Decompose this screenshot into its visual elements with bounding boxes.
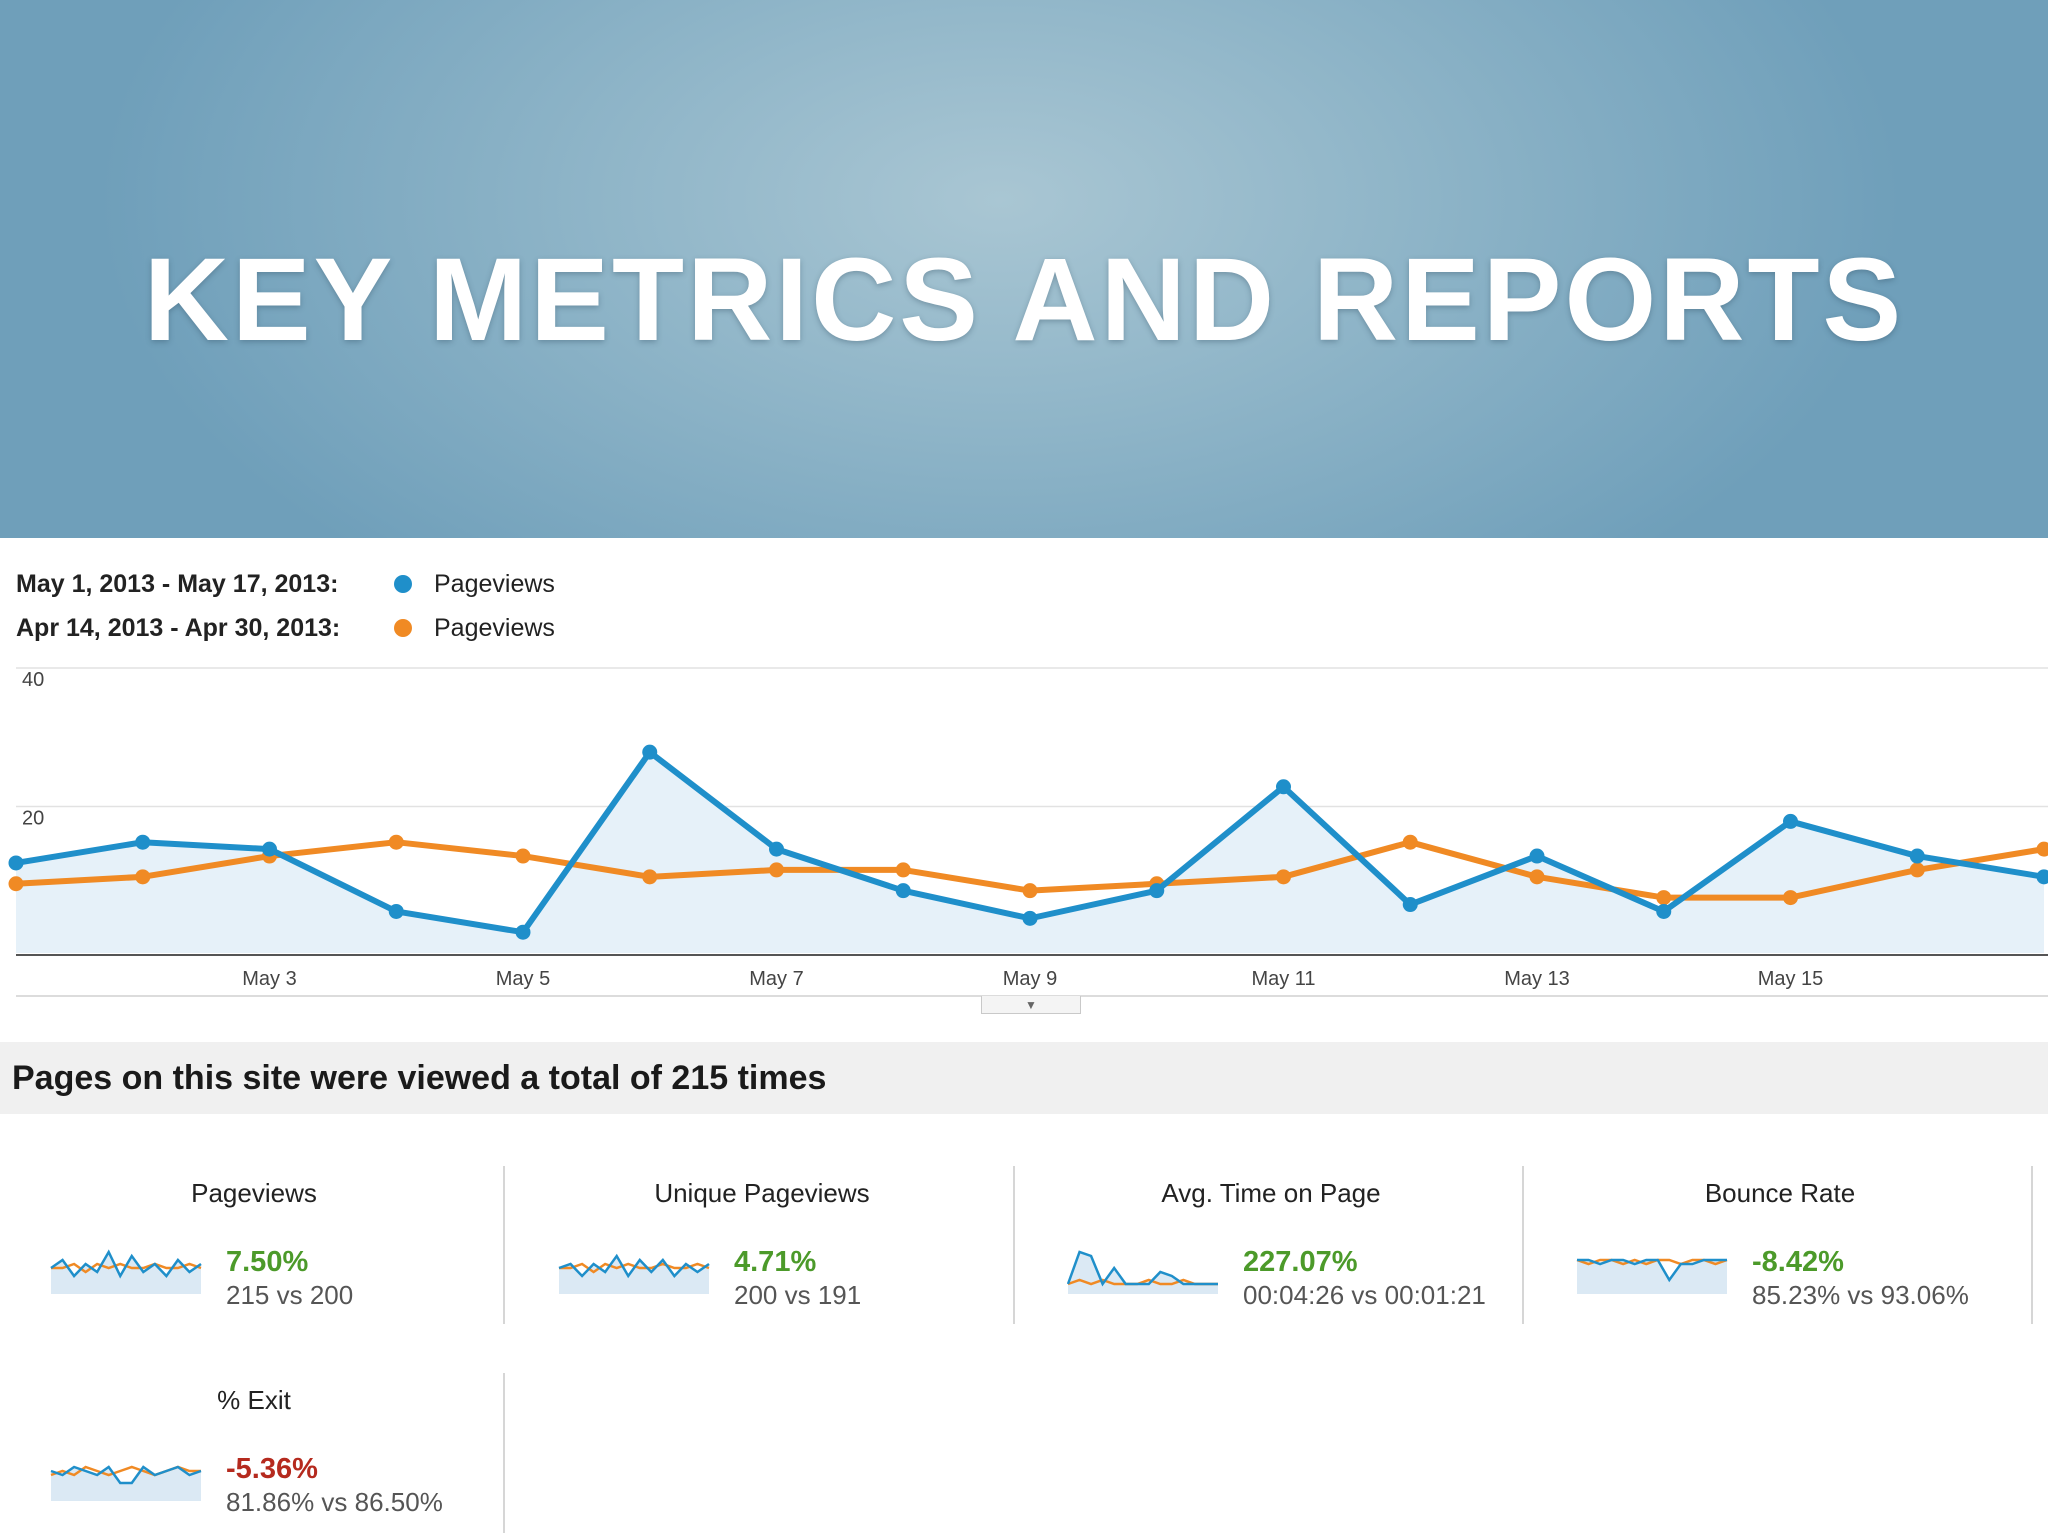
metric-tile[interactable]: Pageviews 7.50% 215 vs 200 (0, 1166, 508, 1326)
sparkline-current (50, 1249, 202, 1279)
data-point[interactable] (388, 834, 404, 850)
metric-change-percent: 4.71% (734, 1246, 817, 1278)
data-point[interactable] (515, 924, 531, 940)
data-point[interactable] (769, 841, 784, 857)
x-tick-label: May 11 (1251, 968, 1315, 990)
data-point[interactable] (642, 744, 658, 760)
metric-comparison: 81.86% vs 86.50% (226, 1487, 443, 1517)
metric-comparison: 85.23% vs 93.06% (1752, 1280, 1969, 1310)
data-point[interactable] (1909, 862, 1925, 878)
metric-title: Pageviews (191, 1178, 317, 1208)
metric-divider (1013, 1166, 1015, 1324)
data-point[interactable] (769, 862, 784, 878)
sparkline-chart (558, 1253, 710, 1294)
data-point[interactable] (1529, 869, 1545, 885)
metric-comparison: 200 vs 191 (734, 1280, 862, 1310)
sparkline-area (51, 1252, 201, 1294)
metric-tile[interactable]: Bounce Rate -8.42% 85.23% vs 93.06% (1526, 1166, 2034, 1326)
pageviews-chart[interactable]: 40 20 May 3 May 5 May 7 May 9 May 11 May 13 May … (0, 650, 2048, 1020)
metric-title: % Exit (217, 1385, 291, 1415)
data-point[interactable] (2036, 869, 2048, 885)
series-area-fill (16, 752, 2044, 953)
data-point[interactable] (262, 841, 277, 857)
x-tick-label: May 13 (1504, 968, 1570, 990)
legend-dot-orange-icon (394, 619, 412, 637)
sparkline-current (1577, 1258, 1727, 1283)
data-point[interactable] (1783, 813, 1798, 829)
data-point[interactable] (1276, 779, 1291, 795)
y-tick-label: 20 (22, 808, 44, 830)
y-tick-label: 40 (22, 669, 44, 691)
legend-dot-blue-icon (394, 575, 412, 593)
metric-comparison: 00:04:26 vs 00:01:21 (1243, 1280, 1486, 1310)
chevron-down-icon: ▼ (1025, 997, 1037, 1012)
pageviews-line-chart[interactable]: 40 20 May 3 May 5 May 7 May 9 May 11 May 13 May … (0, 650, 2048, 1020)
legend-row-previous[interactable]: Apr 14, 2013 - Apr 30, 2013: Pageviews (16, 606, 716, 650)
legend-row-current[interactable]: May 1, 2013 - May 17, 2013: Pageviews (16, 562, 716, 606)
sparkline-chart (1067, 1250, 1218, 1294)
sparkline-chart (1576, 1258, 1728, 1294)
sparkline-area (559, 1256, 709, 1294)
legend-date-range: Apr 14, 2013 - Apr 30, 2013: (16, 613, 341, 642)
x-tick-label: May 7 (749, 968, 803, 990)
metric-tile[interactable]: Unique Pageviews 4.71% 200 vs 191 (508, 1166, 1016, 1326)
legend-series-label: Pageviews (434, 613, 555, 642)
sparkline-area (1068, 1252, 1218, 1294)
metric-tile[interactable]: % Exit -5.36% 81.86% vs 86.50% (0, 1373, 508, 1533)
chart-collapse-toggle[interactable]: ▼ (981, 996, 1081, 1014)
data-point[interactable] (1276, 869, 1291, 885)
metric-change-percent: 227.07% (1243, 1246, 1358, 1278)
metric-change-percent: -8.42% (1752, 1246, 1844, 1278)
x-tick-label: May 5 (496, 968, 550, 990)
data-point[interactable] (1783, 890, 1798, 906)
data-point[interactable] (515, 848, 531, 864)
x-tick-label: May 9 (1003, 968, 1057, 990)
data-point[interactable] (1909, 848, 1925, 864)
data-point[interactable] (1022, 910, 1038, 926)
x-tick-label: May 15 (1758, 968, 1824, 990)
sparkline-chart (50, 1465, 202, 1501)
banner-title: KEY METRICS AND REPORTS (143, 234, 1905, 366)
data-point[interactable] (8, 876, 24, 892)
data-point[interactable] (1149, 883, 1165, 899)
data-point[interactable] (1022, 883, 1038, 899)
data-point[interactable] (2036, 841, 2048, 857)
sparkline-chart (50, 1249, 202, 1294)
metric-change-percent: 7.50% (226, 1246, 309, 1278)
data-point[interactable] (1402, 834, 1418, 850)
metric-divider (503, 1166, 505, 1324)
title-banner: KEY METRICS AND REPORTS (0, 0, 2048, 538)
data-point[interactable] (1656, 903, 1672, 919)
sparkline-current (1067, 1250, 1218, 1287)
data-point[interactable] (1402, 897, 1418, 913)
summary-heading: Pages on this site were viewed a total o… (12, 1058, 827, 1097)
metric-title: Bounce Rate (1704, 1178, 1856, 1208)
summary-bar: Pages on this site were viewed a total o… (0, 1042, 2048, 1114)
data-point[interactable] (895, 862, 911, 878)
data-point[interactable] (1656, 890, 1672, 906)
metric-title: Avg. Time on Page (1161, 1178, 1381, 1208)
metric-comparison: 215 vs 200 (226, 1280, 354, 1310)
metric-tile[interactable]: Avg. Time on Page 227.07% 00:04:26 vs 00:0… (1017, 1166, 1525, 1326)
sparkline-area (1577, 1260, 1727, 1294)
metric-title: Unique Pageviews (654, 1178, 870, 1208)
legend-date-range: May 1, 2013 - May 17, 2013: (16, 569, 339, 598)
metric-divider (1522, 1166, 1524, 1324)
sparkline-current (558, 1253, 710, 1279)
chart-legend: May 1, 2013 - May 17, 2013: Pageviews Ap… (16, 562, 716, 650)
x-tick-label: May 3 (242, 968, 296, 990)
metric-divider (2031, 1166, 2033, 1324)
sparkline-current (50, 1465, 202, 1485)
data-point[interactable] (642, 869, 658, 885)
data-point[interactable] (135, 869, 151, 885)
data-point[interactable] (895, 883, 911, 899)
data-point[interactable] (388, 903, 404, 919)
metric-divider (503, 1373, 505, 1533)
metric-change-percent: -5.36% (226, 1453, 318, 1485)
data-point[interactable] (8, 855, 24, 871)
data-point[interactable] (135, 834, 151, 850)
legend-series-label: Pageviews (434, 569, 555, 598)
data-point[interactable] (1529, 848, 1545, 864)
